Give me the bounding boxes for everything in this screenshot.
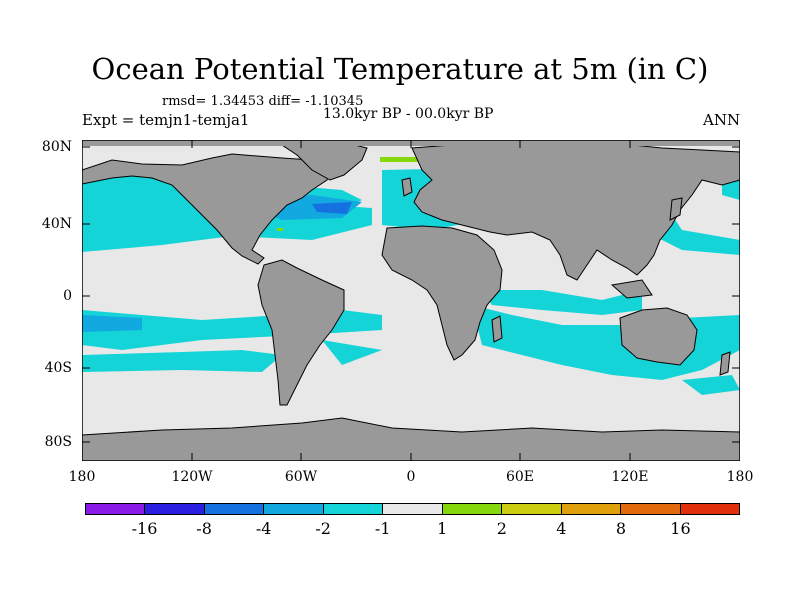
colorbar-swatch	[145, 504, 205, 514]
world-map	[82, 140, 740, 461]
uk-land	[401, 177, 413, 197]
colorbar-label: 4	[556, 519, 567, 538]
colorbar-label: 8	[615, 519, 626, 538]
colorbar-label: -4	[255, 519, 272, 538]
colorbar	[85, 503, 740, 515]
colorbar-label: -16	[131, 519, 158, 538]
lon-label-60e: 60E	[505, 469, 535, 485]
colorbar-swatch	[502, 504, 562, 514]
eurasia-land	[411, 142, 740, 281]
lon-label-0: 0	[406, 469, 416, 485]
colorbar-swatch	[680, 504, 739, 514]
colorbar-label: 1	[437, 519, 448, 538]
colorbar-swatch	[383, 504, 443, 514]
period-label: 13.0kyr BP - 00.0kyr BP	[323, 106, 494, 122]
colorbar-swatch	[264, 504, 324, 514]
colorbar-label: -1	[374, 519, 391, 538]
lon-label-60w: 60W	[284, 469, 318, 485]
colorbar-label: 16	[670, 519, 691, 538]
maritime-continent-land	[610, 279, 653, 299]
axis-ticks	[82, 140, 740, 461]
colorbar-swatch	[204, 504, 265, 514]
colorbar-swatch	[442, 504, 503, 514]
land-masses	[82, 141, 740, 461]
lat-label-80s: 80S	[44, 434, 72, 450]
lon-label-120w: 120W	[171, 469, 213, 485]
experiment-label: Expt = temjn1-temja1	[82, 111, 250, 129]
lat-label-40s: 40S	[44, 360, 72, 376]
colorbar-label: 2	[496, 519, 507, 538]
lat-label-0: 0	[63, 288, 72, 304]
lon-label-120e: 120E	[611, 469, 649, 485]
colorbar-swatch	[561, 504, 622, 514]
lat-label-40n: 40N	[41, 216, 72, 232]
lon-label-180e: 180	[726, 469, 754, 485]
season-label: ANN	[703, 111, 741, 129]
stats-text: rmsd= 1.34453 diff= -1.10345	[162, 94, 364, 109]
lat-label-80n: 80N	[41, 139, 72, 155]
madagascar-land	[491, 315, 503, 343]
new-zealand-land	[719, 351, 731, 376]
colorbar-swatch	[621, 504, 681, 514]
africa-land	[381, 225, 503, 361]
colorbar-swatch	[323, 504, 384, 514]
australia-land	[619, 307, 698, 366]
antarctica-land	[82, 417, 740, 461]
japan-land	[669, 197, 683, 221]
south-america-land	[257, 259, 345, 406]
colorbar-label: -8	[196, 519, 212, 538]
north-america-land	[82, 153, 333, 265]
lon-label-180w: 180	[68, 469, 96, 485]
colorbar-swatch	[86, 504, 146, 514]
map-title: Ocean Potential Temperature at 5m (in C)	[91, 52, 709, 86]
colorbar-label: -2	[315, 519, 331, 538]
